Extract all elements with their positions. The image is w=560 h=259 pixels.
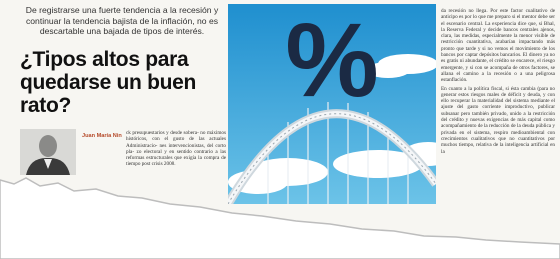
torn-edge — [0, 0, 560, 259]
newspaper-clipping: De registrarse una fuerte tendencia a la… — [0, 0, 560, 259]
